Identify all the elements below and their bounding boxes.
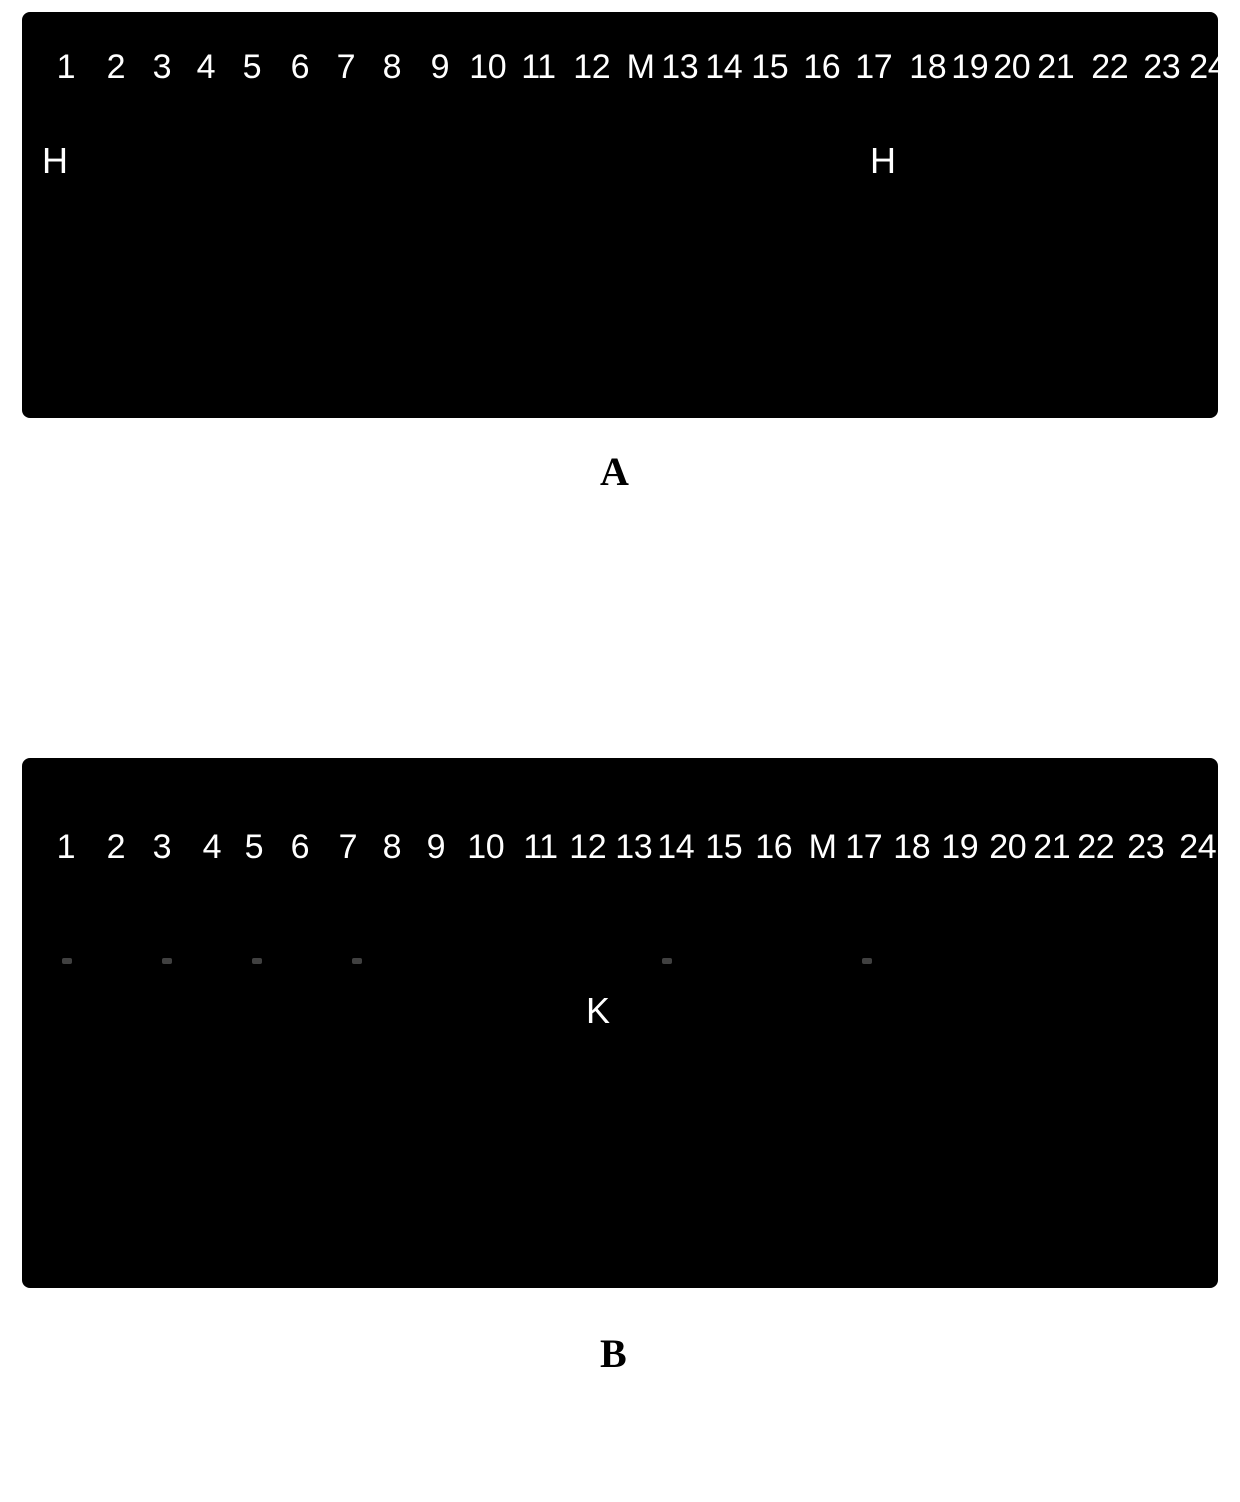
lane-label: 15 xyxy=(705,828,742,867)
panel-caption-a: A xyxy=(600,448,629,495)
lane-label: 12 xyxy=(573,48,610,87)
lane-label: 24 xyxy=(1189,48,1226,87)
lane-label: 7 xyxy=(337,48,355,87)
lane-label: 20 xyxy=(993,48,1030,87)
lane-label: 24 xyxy=(1179,828,1216,867)
lane-label: 15 xyxy=(751,48,788,87)
panel-caption-b: B xyxy=(600,1330,627,1377)
lane-label: 3 xyxy=(153,48,171,87)
lane-label: 23 xyxy=(1143,48,1180,87)
gel-band xyxy=(162,958,172,964)
lane-label: 6 xyxy=(291,828,309,867)
lane-label: 2 xyxy=(107,48,125,87)
lane-label: M xyxy=(809,828,837,867)
lane-label: 11 xyxy=(523,828,557,867)
lane-label: 16 xyxy=(803,48,840,87)
lane-label: 4 xyxy=(203,828,221,867)
lane-label: 22 xyxy=(1077,828,1114,867)
lane-label: 21 xyxy=(1033,828,1070,867)
lane-label: 7 xyxy=(339,828,357,867)
gel-band xyxy=(252,958,262,964)
row-label: H xyxy=(42,140,68,182)
row-label: K xyxy=(586,990,610,1032)
lane-label: 14 xyxy=(705,48,742,87)
lane-label: 5 xyxy=(243,48,261,87)
lane-label: 13 xyxy=(615,828,652,867)
lane-label: 18 xyxy=(893,828,930,867)
lane-label: 18 xyxy=(909,48,946,87)
lane-label: 20 xyxy=(989,828,1026,867)
lane-label: 13 xyxy=(661,48,698,87)
gel-panel-a: 123456789101112M131415161718192021222324… xyxy=(22,12,1218,418)
lane-label: 22 xyxy=(1091,48,1128,87)
gel-band xyxy=(352,958,362,964)
gel-band xyxy=(62,958,72,964)
lane-label: 8 xyxy=(383,48,401,87)
lane-label: 19 xyxy=(951,48,988,87)
lane-label: 9 xyxy=(431,48,449,87)
gel-band xyxy=(662,958,672,964)
lane-label: M xyxy=(627,48,655,87)
lane-label: 9 xyxy=(427,828,445,867)
lane-label: 3 xyxy=(153,828,171,867)
lane-label: 17 xyxy=(855,48,892,87)
lane-label: 17 xyxy=(845,828,882,867)
lane-label: 1 xyxy=(57,828,75,867)
row-label: H xyxy=(870,140,896,182)
gel-panel-b: 12345678910111213141516M1718192021222324… xyxy=(22,758,1218,1288)
lane-label: 11 xyxy=(521,48,555,87)
lane-label: 2 xyxy=(107,828,125,867)
lane-label: 10 xyxy=(467,828,504,867)
lane-label: 16 xyxy=(755,828,792,867)
lane-label: 6 xyxy=(291,48,309,87)
lane-label: 5 xyxy=(245,828,263,867)
lane-label: 10 xyxy=(469,48,506,87)
lane-label: 14 xyxy=(657,828,694,867)
lane-label: 21 xyxy=(1037,48,1074,87)
gel-band xyxy=(862,958,872,964)
lane-label: 1 xyxy=(57,48,75,87)
lane-label: 12 xyxy=(569,828,606,867)
lane-label: 4 xyxy=(197,48,215,87)
lane-label: 23 xyxy=(1127,828,1164,867)
lane-label: 19 xyxy=(941,828,978,867)
lane-label: 8 xyxy=(383,828,401,867)
